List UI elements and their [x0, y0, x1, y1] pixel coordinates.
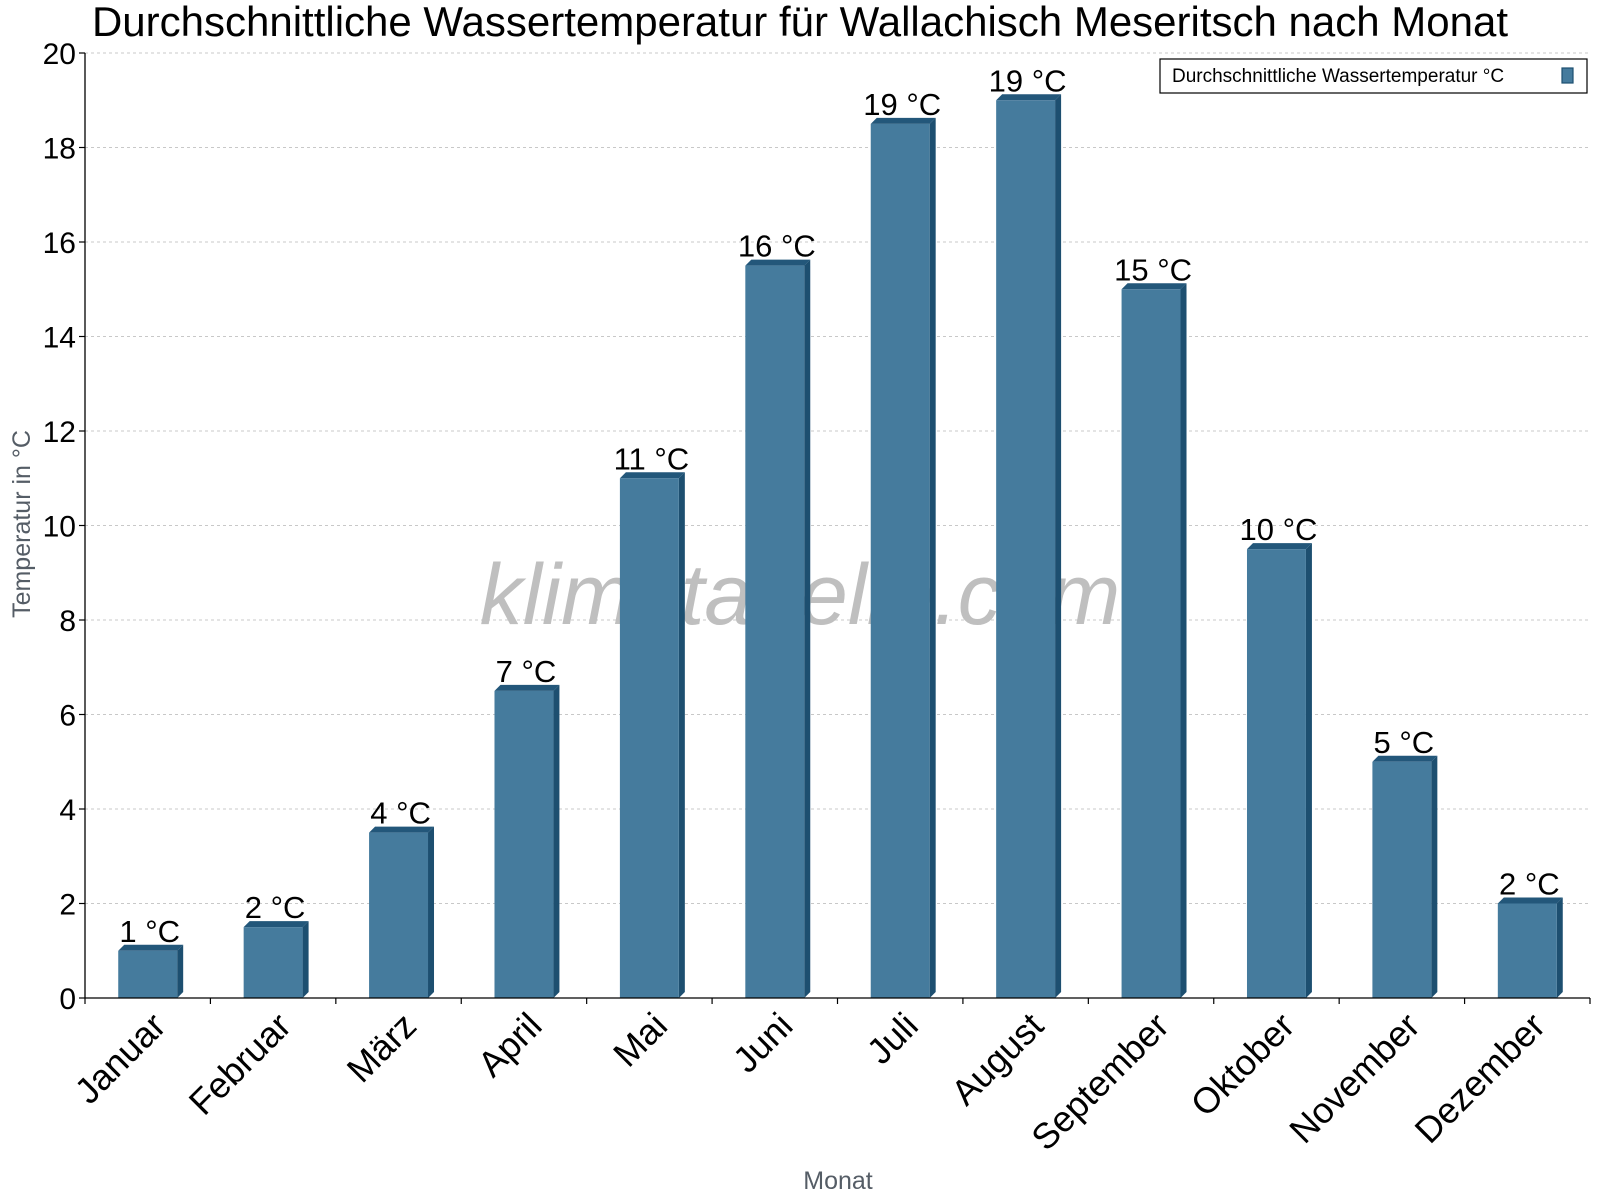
data-label: 19 °C — [989, 63, 1067, 98]
bar — [870, 123, 930, 998]
x-tick-label: Februar — [181, 1005, 299, 1123]
y-tick-label: 6 — [59, 700, 76, 733]
data-labels: 1 °C 2 °C 4 °C 7 °C 11 °C 16 °C 19 °C 19 °C 15 °… — [119, 63, 1559, 949]
x-axis-title: Monat — [803, 1167, 873, 1195]
x-tick-label: März — [339, 1005, 425, 1091]
bar-side — [428, 826, 435, 998]
legend-label: Durchschnittliche Wassertemperatur °C — [1172, 66, 1504, 87]
legend-box — [1159, 58, 1588, 94]
bar — [619, 478, 679, 998]
data-label: 2 °C — [245, 890, 306, 925]
data-label: 1 °C — [119, 914, 180, 949]
axes — [79, 52, 1591, 1004]
x-tick-label: Mai — [605, 1005, 675, 1075]
y-tick-label: 18 — [43, 133, 76, 166]
bar-top — [1497, 897, 1563, 904]
bar-top — [1372, 755, 1438, 762]
bar-side — [177, 944, 184, 998]
x-tick-label: November — [1281, 1005, 1427, 1151]
data-label: 7 °C — [496, 654, 557, 689]
y-tick-label: 2 — [59, 889, 76, 922]
bar-side — [1055, 94, 1062, 998]
y-tick-label: 12 — [43, 416, 76, 449]
data-label: 15 °C — [1114, 252, 1192, 287]
x-tick-label: August — [943, 1005, 1051, 1113]
y-tick-label: 8 — [59, 605, 76, 638]
bar-side — [553, 684, 560, 998]
bar — [1372, 761, 1432, 998]
bar — [745, 265, 805, 998]
y-tick-label: 0 — [59, 983, 76, 1016]
bar-top — [619, 472, 685, 479]
bar-top — [494, 684, 560, 691]
chart-title: Durchschnittliche Wassertemperatur für W… — [92, 0, 1508, 45]
bar-top — [870, 117, 936, 124]
y-tick-label: 10 — [43, 511, 76, 544]
y-axis-title: Temperatur in °C — [8, 430, 36, 618]
y-tick-label: 14 — [43, 322, 76, 355]
x-tick-label: April — [470, 1005, 550, 1085]
bar-side — [1305, 543, 1312, 998]
bar — [996, 100, 1056, 998]
bar-side — [302, 921, 309, 998]
bar-top — [996, 94, 1062, 101]
bar-side — [678, 472, 685, 998]
data-label: 11 °C — [614, 441, 690, 476]
data-label: 5 °C — [1374, 725, 1435, 760]
bar — [1246, 549, 1306, 998]
bar — [118, 950, 178, 998]
bar-top — [369, 826, 435, 833]
bar — [1121, 289, 1181, 998]
bars — [118, 94, 1563, 998]
bar — [369, 832, 429, 998]
bar — [494, 690, 554, 998]
x-tick-label: Dezember — [1407, 1005, 1553, 1151]
x-tick-label: Juli — [859, 1005, 926, 1072]
data-label: 2 °C — [1499, 867, 1560, 902]
bar — [1497, 903, 1557, 998]
data-label: 16 °C — [738, 229, 816, 264]
x-tick-label: Oktober — [1183, 1005, 1303, 1125]
bar-side — [1180, 283, 1187, 998]
y-tick-label: 20 — [43, 38, 76, 71]
bar-side — [804, 259, 811, 998]
bar-top — [1121, 283, 1187, 290]
y-tick-labels: 0 2 4 6 8 10 12 14 16 18 20 — [43, 38, 76, 1016]
bar — [243, 927, 303, 998]
data-label: 19 °C — [863, 87, 941, 122]
data-label: 10 °C — [1240, 512, 1318, 547]
legend: Durchschnittliche Wassertemperatur °C — [1159, 58, 1588, 94]
bar-top — [243, 921, 309, 928]
x-tick-label: Januar — [67, 1005, 174, 1112]
bar-top — [118, 944, 184, 951]
y-tick-label: 16 — [43, 227, 76, 260]
bar-side — [1556, 897, 1563, 998]
bar-top — [1246, 543, 1312, 550]
x-tick-label: Juni — [725, 1005, 801, 1081]
bar-side — [1431, 755, 1438, 998]
bar-top — [745, 259, 811, 266]
legend-swatch — [1561, 67, 1574, 84]
grid-lines — [85, 52, 1590, 904]
bar-side — [929, 117, 936, 998]
x-tick-label: September — [1023, 1005, 1177, 1159]
y-tick-label: 4 — [59, 794, 76, 827]
x-tick-labels: Januar Februar März April Mai Juni Juli AugustS… — [67, 1005, 1553, 1159]
data-label: 4 °C — [370, 796, 431, 831]
